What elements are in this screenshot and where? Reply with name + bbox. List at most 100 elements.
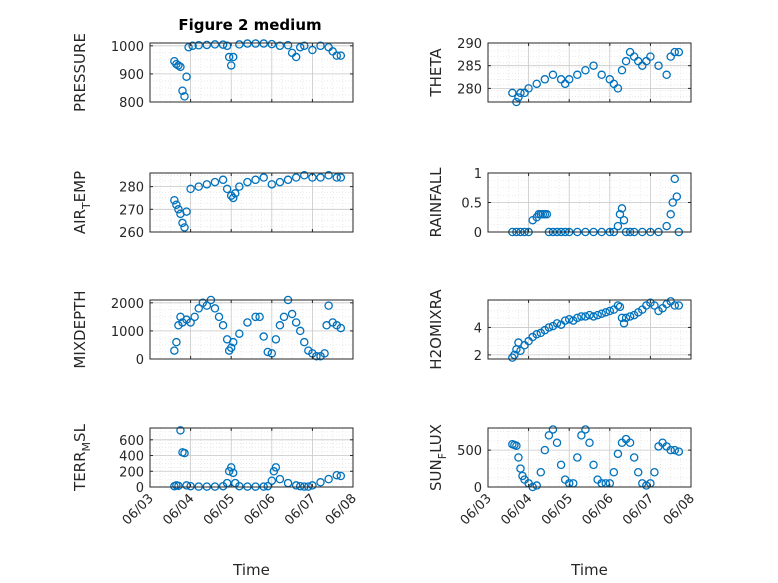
data-point: [619, 319, 629, 328]
data-point: [532, 79, 541, 89]
data-point: [573, 70, 582, 80]
data-point: [231, 189, 240, 198]
data-point: [172, 200, 181, 210]
data-point: [544, 323, 554, 332]
data-point: [226, 463, 236, 472]
data-point: [202, 180, 212, 189]
ytick-label: 600: [119, 434, 144, 449]
data-point: [619, 215, 629, 225]
data-point: [332, 173, 342, 182]
data-point: [170, 195, 179, 205]
data-point: [324, 171, 333, 180]
data-point: [633, 467, 643, 477]
data-point: [176, 62, 185, 72]
data-point: [589, 460, 598, 470]
data-point: [617, 313, 627, 323]
data-point: [540, 75, 550, 84]
plot-area: [150, 428, 353, 487]
ytick-label: 0.5: [461, 197, 482, 212]
data-point: [188, 41, 197, 51]
subplot-1: 800 900 1000 PRESSURE: [71, 33, 354, 112]
data-point: [235, 182, 244, 191]
data-point: [214, 312, 224, 322]
data-point: [228, 52, 238, 62]
data-point: [291, 481, 301, 490]
ytick-label: 200: [119, 465, 144, 480]
data-point: [210, 40, 220, 49]
y-axis-label-rest: EMP: [71, 171, 89, 202]
data-point: [243, 177, 252, 187]
data-point: [202, 40, 212, 50]
data-point: [646, 52, 655, 61]
data-point: [512, 441, 521, 450]
data-point: [180, 223, 189, 232]
data-point: [226, 343, 236, 353]
ytick-label: 280: [119, 181, 144, 196]
subplot-2: 280 285 290 THETA: [427, 37, 692, 107]
ytick-label: 285: [457, 60, 482, 75]
data-point: [581, 425, 590, 434]
ytick-label: 290: [457, 37, 482, 52]
y-axis-label-main: MIXDEPTH: [71, 290, 89, 368]
data-point: [609, 467, 619, 477]
y-axis-label-main: TERR: [71, 451, 89, 492]
ytick-label: 1000: [111, 40, 144, 55]
data-point: [573, 313, 582, 323]
data-point: [336, 471, 346, 481]
y-axis-label-rest: SL: [71, 423, 89, 442]
data-point: [271, 335, 281, 344]
data-point: [170, 346, 179, 355]
data-point: [581, 65, 590, 75]
data-point: [536, 467, 546, 477]
data-point: [218, 175, 228, 185]
data-point: [218, 40, 228, 49]
data-point: [275, 321, 285, 330]
data-point: [316, 41, 325, 51]
axes-box: [487, 42, 692, 103]
data-point: [182, 207, 191, 216]
data-point: [532, 481, 541, 490]
data-point: [210, 177, 220, 187]
data-point: [548, 425, 558, 434]
data-point: [564, 314, 574, 324]
plot-area: [488, 300, 691, 359]
ytick-label: 1: [474, 167, 482, 182]
data-point: [259, 332, 268, 341]
data-point: [510, 350, 519, 360]
axes-box: [487, 299, 692, 360]
ytick-label: 0: [136, 353, 144, 368]
ytick-label: 0: [136, 481, 144, 496]
data-point: [516, 346, 525, 356]
data-point: [224, 52, 234, 62]
data-point: [251, 39, 260, 48]
data-point: [556, 460, 566, 470]
ytick-label: 900: [119, 68, 144, 83]
y-axis-label-main: SUN: [427, 459, 445, 491]
data-point: [672, 192, 682, 201]
data-point: [597, 70, 606, 80]
y-axis-label-subscript: T: [80, 202, 93, 210]
y-axis-label: H2OMIXRA: [427, 289, 445, 370]
y-axis-label-main: PRESSURE: [71, 33, 89, 112]
data-point: [308, 45, 317, 55]
data-point: [180, 92, 189, 101]
data-point: [514, 453, 523, 462]
data-point: [184, 42, 193, 52]
data-point: [650, 467, 659, 477]
data-point: [585, 438, 594, 447]
y-axis-label: MIXDEPTH: [71, 290, 89, 368]
data-point: [650, 301, 659, 310]
data-point: [259, 173, 268, 182]
data-point: [295, 481, 305, 491]
data-point: [336, 173, 346, 182]
data-point: [674, 447, 684, 456]
y-axis-label-subscript: F: [436, 453, 449, 459]
data-point: [226, 191, 236, 200]
data-point: [291, 318, 301, 327]
data-point: [275, 41, 285, 51]
data-point: [316, 478, 325, 487]
data-point: [508, 88, 517, 98]
figure-title: Figure 2 medium: [178, 16, 321, 34]
y-axis-label: SUNFLUX: [427, 424, 449, 491]
x-axis-label: Time: [570, 561, 608, 579]
